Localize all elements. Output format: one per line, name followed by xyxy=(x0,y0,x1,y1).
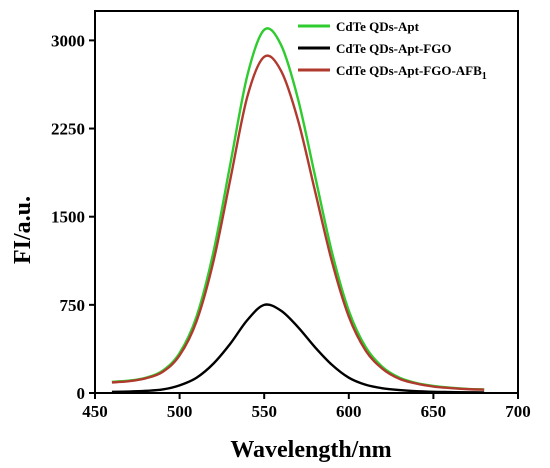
plot-lines xyxy=(111,27,485,394)
series-line-2 xyxy=(111,303,485,394)
legend-label-2: CdTe QDs-Apt-FGO xyxy=(336,41,451,56)
x-tick-label: 450 xyxy=(82,402,108,421)
legend-label-3: CdTe QDs-Apt-FGO-AFB1 xyxy=(336,63,487,82)
x-tick-label: 600 xyxy=(336,402,362,421)
x-tick-label: 500 xyxy=(167,402,193,421)
y-tick-label: 750 xyxy=(60,296,86,315)
x-tick-label: 650 xyxy=(421,402,447,421)
x-axis-title: Wavelength/nm xyxy=(230,437,391,463)
y-tick-label: 1500 xyxy=(51,208,85,227)
legend: CdTe QDs-Apt CdTe QDs-Apt-FGO CdTe QDs-Apt… xyxy=(298,19,487,82)
x-tick-label: 700 xyxy=(505,402,531,421)
series-line-1 xyxy=(111,27,485,391)
axes: 450 500 550 600 650 700 0 750 1500 2250 3000 xyxy=(51,10,531,421)
x-tick-label: 550 xyxy=(251,402,277,421)
legend-label-1: CdTe QDs-Apt xyxy=(336,19,420,34)
plot-frame xyxy=(94,10,519,394)
y-axis-title: FI/a.u. xyxy=(10,196,36,264)
y-tick-label: 3000 xyxy=(51,31,85,50)
y-tick-label: 2250 xyxy=(51,120,85,139)
y-tick-label: 0 xyxy=(77,384,86,403)
series-line-3 xyxy=(111,54,485,391)
